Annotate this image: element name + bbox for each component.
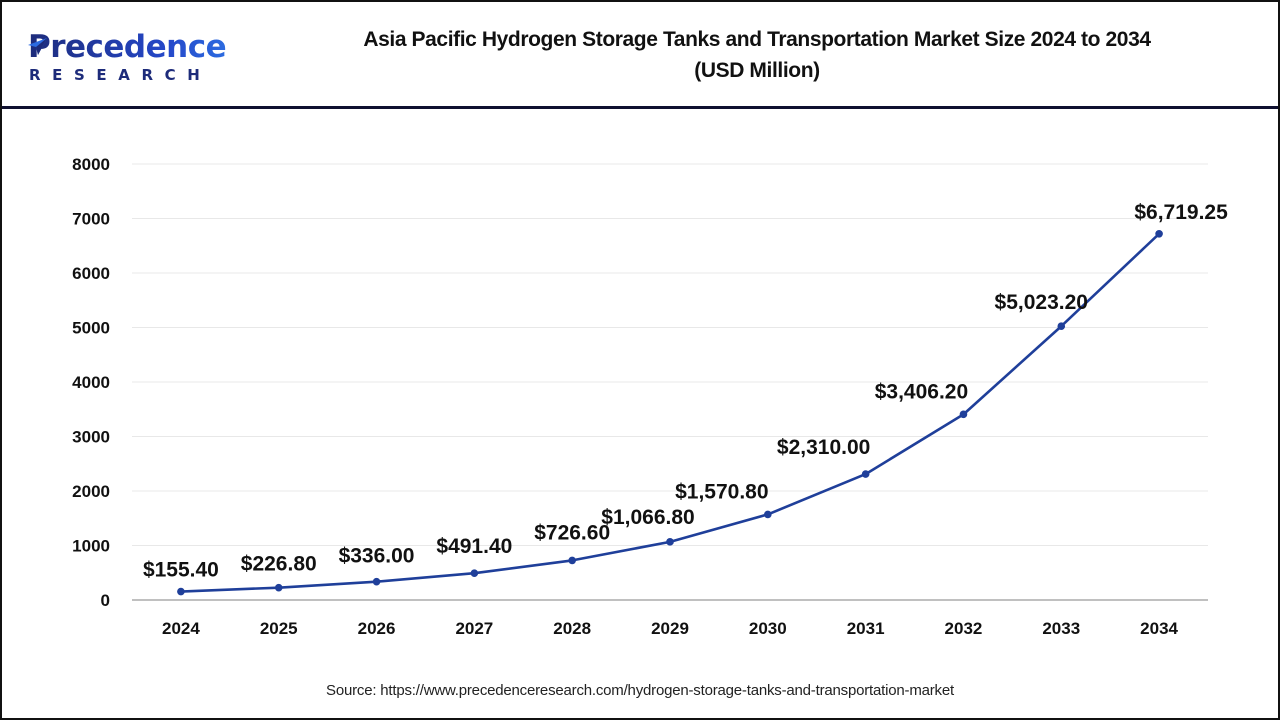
data-label: $226.80 bbox=[241, 553, 317, 576]
chart-title: Asia Pacific Hydrogen Storage Tanks and … bbox=[262, 24, 1252, 86]
x-tick-label: 2024 bbox=[162, 619, 200, 638]
x-axis-labels: 2024 2025 2026 2027 2028 2029 2030 2031 2032 2033… bbox=[162, 619, 1179, 638]
source-note: Source: https://www.precedenceresearch.c… bbox=[326, 682, 954, 699]
y-tick-label: 2000 bbox=[72, 482, 110, 501]
gridlines bbox=[132, 163, 1208, 601]
y-tick-label: 1000 bbox=[72, 537, 110, 556]
data-line bbox=[180, 232, 1160, 593]
data-label: $155.40 bbox=[143, 559, 219, 582]
logo-wordmark: Precedence bbox=[28, 29, 227, 65]
data-point bbox=[861, 470, 870, 478]
logo: Precedence RESEARCH bbox=[24, 29, 227, 84]
chart-title-line2: (USD Million) bbox=[694, 59, 820, 82]
chart-title-line1: Asia Pacific Hydrogen Storage Tanks and … bbox=[363, 28, 1151, 51]
data-point bbox=[470, 569, 479, 578]
x-tick-label: 2032 bbox=[945, 619, 983, 638]
x-tick-label: 2026 bbox=[358, 619, 396, 638]
y-tick-label: 7000 bbox=[72, 210, 110, 229]
y-tick-label: 5000 bbox=[72, 319, 110, 338]
data-point bbox=[959, 410, 968, 419]
x-tick-label: 2029 bbox=[651, 619, 689, 638]
data-point bbox=[177, 587, 185, 596]
x-tick-label: 2034 bbox=[1140, 619, 1178, 638]
data-point bbox=[666, 538, 674, 546]
y-tick-label: 4000 bbox=[72, 373, 110, 392]
y-tick-label: 8000 bbox=[72, 155, 110, 174]
data-label: $1,066.80 bbox=[601, 506, 694, 529]
data-label: $491.40 bbox=[436, 535, 512, 558]
data-point bbox=[568, 556, 576, 565]
data-point bbox=[274, 583, 283, 592]
y-tick-label: 3000 bbox=[72, 428, 110, 447]
data-label: $3,406.20 bbox=[875, 380, 968, 403]
data-label: $5,023.20 bbox=[995, 291, 1088, 314]
data-label: $2,310.00 bbox=[777, 436, 870, 459]
data-markers bbox=[177, 230, 1163, 596]
y-tick-label: 6000 bbox=[72, 264, 110, 283]
data-label: $726.60 bbox=[534, 521, 610, 544]
header: Precedence RESEARCH Asia Pacific Hydroge… bbox=[2, 2, 1278, 109]
data-label: $336.00 bbox=[339, 545, 415, 568]
data-point bbox=[764, 510, 772, 519]
x-tick-label: 2031 bbox=[847, 619, 885, 638]
data-label: $6,719.25 bbox=[1134, 201, 1228, 224]
paper-plane-icon bbox=[28, 38, 47, 55]
data-labels: $155.40 $226.80 $336.00 $491.40 $726.60$1,06… bbox=[143, 201, 1228, 582]
logo-subtitle: RESEARCH bbox=[29, 66, 212, 84]
x-tick-label: 2030 bbox=[749, 619, 787, 638]
data-label: $1,570.80 bbox=[675, 480, 768, 503]
data-point bbox=[1057, 322, 1066, 331]
logo-word: Precedence bbox=[28, 29, 227, 65]
y-axis-labels: 0 1000 2000 3000 4000 5000 6000 7000 8000 bbox=[72, 155, 110, 610]
y-tick-label: 0 bbox=[101, 591, 110, 610]
x-tick-label: 2028 bbox=[553, 619, 591, 638]
x-tick-label: 2025 bbox=[260, 619, 298, 638]
data-point bbox=[1155, 230, 1163, 238]
x-tick-label: 2027 bbox=[455, 619, 493, 638]
data-point bbox=[372, 577, 381, 586]
x-tick-label: 2033 bbox=[1042, 619, 1080, 638]
